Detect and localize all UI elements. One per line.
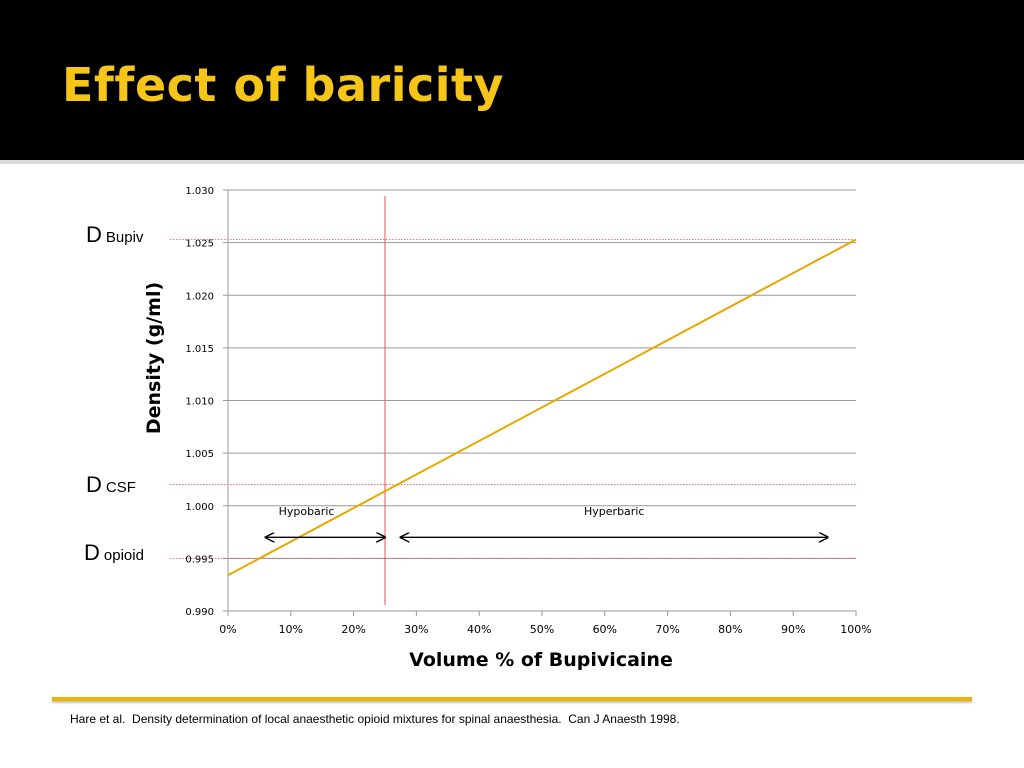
label-d-bupiv-main: D bbox=[86, 222, 102, 247]
x-tick-label: 10% bbox=[279, 623, 303, 636]
y-tick-label: 1.025 bbox=[185, 239, 214, 250]
hyperbaric-label: Hyperbaric bbox=[584, 505, 644, 518]
title-divider bbox=[0, 160, 1024, 164]
y-tick-label: 0.990 bbox=[185, 607, 214, 618]
label-d-bupiv-sub: Bupiv bbox=[105, 229, 144, 246]
x-tick-label: 100% bbox=[840, 623, 871, 636]
x-tick-label: 0% bbox=[219, 623, 236, 636]
hypobaric-label: Hypobaric bbox=[279, 505, 335, 518]
y-tick-label: 1.020 bbox=[185, 291, 214, 302]
x-axis-title: Volume % of Bupivicaine bbox=[409, 649, 673, 671]
x-tick-label: 20% bbox=[341, 623, 365, 636]
density-chart: 0.990 0.995 1.000 1.005 1.010 1.015 1.020 1.025… bbox=[143, 186, 872, 671]
x-tick-label: 90% bbox=[781, 623, 805, 636]
label-d-csf: D CSF bbox=[86, 472, 136, 498]
slide-title: Effect of baricity bbox=[62, 58, 504, 112]
label-d-opioid-main: D bbox=[84, 540, 100, 565]
x-tick-label: 50% bbox=[530, 623, 554, 636]
label-d-opioid-sub: opioid bbox=[103, 547, 144, 564]
x-tick-label: 80% bbox=[718, 623, 742, 636]
y-tick-label: 0.995 bbox=[185, 554, 214, 565]
x-tick-label: 30% bbox=[404, 623, 428, 636]
y-tick-label: 1.010 bbox=[185, 397, 214, 408]
y-tick-label: 1.000 bbox=[185, 502, 214, 513]
label-d-bupiv: D Bupiv bbox=[86, 222, 143, 248]
y-axis-title: Density (g/ml) bbox=[143, 282, 165, 434]
density-series-line bbox=[227, 238, 857, 577]
x-tick-label: 60% bbox=[593, 623, 617, 636]
citation-text: Hare et al. Density determination of loc… bbox=[70, 712, 680, 726]
y-tick-label: 1.030 bbox=[185, 186, 214, 197]
x-tick-label: 70% bbox=[655, 623, 679, 636]
x-tick-label: 40% bbox=[467, 623, 491, 636]
label-d-csf-sub: CSF bbox=[105, 479, 136, 496]
y-tick-label: 1.015 bbox=[185, 344, 214, 355]
footer-divider bbox=[52, 697, 972, 701]
label-d-csf-main: D bbox=[86, 472, 102, 497]
y-tick-label: 1.005 bbox=[185, 449, 214, 460]
title-bar bbox=[0, 0, 1024, 160]
